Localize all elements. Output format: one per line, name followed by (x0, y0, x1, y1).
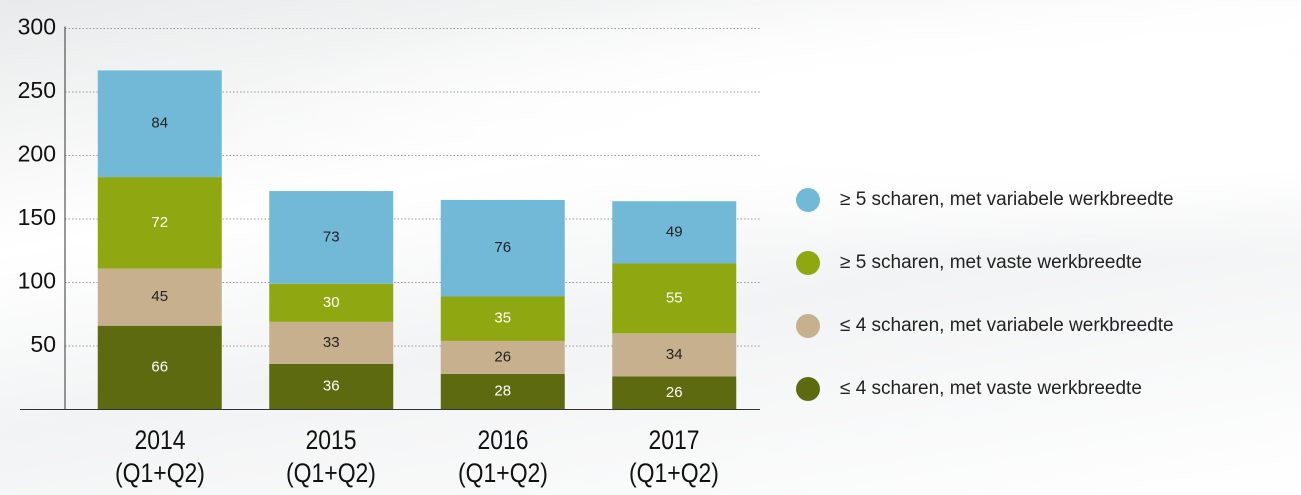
data-label: 34 (666, 346, 683, 363)
legend-label: ≥ 5 scharen, met vaste werkbreedte (840, 252, 1142, 273)
y-tick-label: 100 (18, 268, 56, 294)
bar-segment (269, 321, 394, 364)
data-label: 73 (323, 228, 340, 245)
legend-marker (796, 251, 820, 275)
bar-segment (612, 263, 737, 334)
bar-segment (269, 191, 394, 284)
y-tick-label: 300 (18, 14, 56, 40)
legend-label: ≤ 4 scharen, met variabele werkbreedte (840, 315, 1174, 336)
y-tick-label: 250 (18, 77, 56, 103)
data-label: 49 (666, 223, 683, 240)
data-label: 72 (151, 214, 168, 231)
bar-segment (269, 283, 394, 322)
data-label: 28 (494, 383, 511, 400)
bar-segment (97, 177, 222, 269)
legend-marker (796, 314, 820, 338)
bar-segment (97, 70, 222, 178)
data-label: 45 (151, 288, 168, 305)
bar-segment (440, 340, 565, 374)
x-tick-label: 2017 (Q1+Q2) (629, 425, 720, 488)
legend-label: ≤ 4 scharen, met vaste werkbreedte (840, 378, 1142, 399)
bar-segment (440, 199, 565, 297)
data-label: 36 (323, 378, 340, 395)
x-tick-label: 2015 (Q1+Q2) (286, 425, 377, 488)
legend-label: ≥ 5 scharen, met variabele werkbreedte (840, 189, 1174, 210)
bar-segment (97, 268, 222, 326)
data-label: 35 (494, 310, 511, 327)
bar-segment (612, 201, 737, 264)
y-tick-label: 150 (18, 204, 56, 230)
data-label: 33 (323, 334, 340, 351)
bar-segment (440, 296, 565, 341)
data-label: 55 (666, 289, 683, 306)
y-tick-label: 200 (18, 141, 56, 167)
bar-segment (97, 325, 222, 410)
x-tick-label: 2016 (Q1+Q2) (457, 425, 548, 488)
legend-marker (796, 188, 820, 212)
y-tick-label: 50 (30, 331, 56, 357)
bar-segment (612, 376, 737, 410)
bar-segment (612, 333, 737, 377)
bar-segment (269, 363, 394, 410)
data-label: 26 (666, 384, 683, 401)
data-label: 84 (151, 115, 168, 132)
data-label: 26 (494, 348, 511, 365)
data-label: 76 (494, 239, 511, 256)
bar-segment (440, 373, 565, 410)
data-label: 30 (323, 294, 340, 311)
data-label: 66 (151, 359, 168, 376)
x-tick-label: 2014 (Q1+Q2) (114, 425, 205, 488)
legend-marker (796, 377, 820, 401)
